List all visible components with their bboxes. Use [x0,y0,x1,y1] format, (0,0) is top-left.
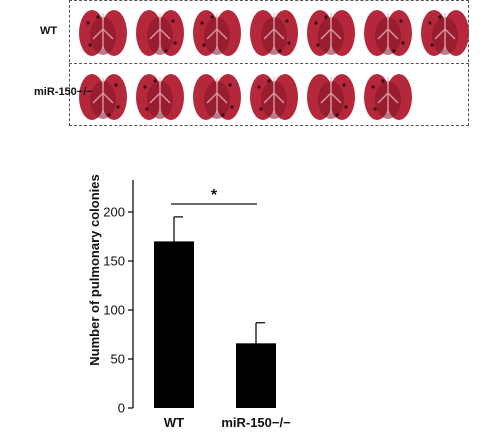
y-tick-label: 150 [103,254,125,269]
y-tick-label: 100 [103,303,125,318]
lung-photo [193,10,241,56]
lung-photo [307,10,355,56]
row-label-mir150-ko: miR-150−/− [34,86,93,98]
x-tick-label: WT [164,415,184,430]
photo-row-divider [69,63,469,64]
lung-photo [136,10,184,56]
y-tick-label: 50 [111,352,125,367]
significance-asterisk: * [211,187,218,204]
row-label-wt: WT [40,25,58,37]
y-tick-label: 200 [103,205,125,220]
y-axis-label: Number of pulmonary colonies [87,174,102,365]
lung-photo [250,10,298,56]
lung-photo [79,74,127,120]
lung-photo-panel [69,0,469,126]
lung-photo [364,74,412,120]
lung-photo [136,74,184,120]
lung-photo [250,74,298,120]
x-tick-label: miR-150−/− [221,415,291,430]
bar-chart: Number of pulmonary colonies 0 50 100 150 20… [87,174,291,430]
bar [154,241,194,408]
lung-photo [193,74,241,120]
y-axis-ticks: 0 50 100 150 200 [103,205,133,416]
y-tick-label: 0 [118,401,125,416]
lung-photo [79,10,127,56]
lung-photo [307,74,355,120]
lung-photo [421,10,469,56]
lung-photo [364,10,412,56]
bars-group [154,216,276,408]
bar [236,343,276,408]
category-labels: WT miR-150−/− [164,415,291,430]
